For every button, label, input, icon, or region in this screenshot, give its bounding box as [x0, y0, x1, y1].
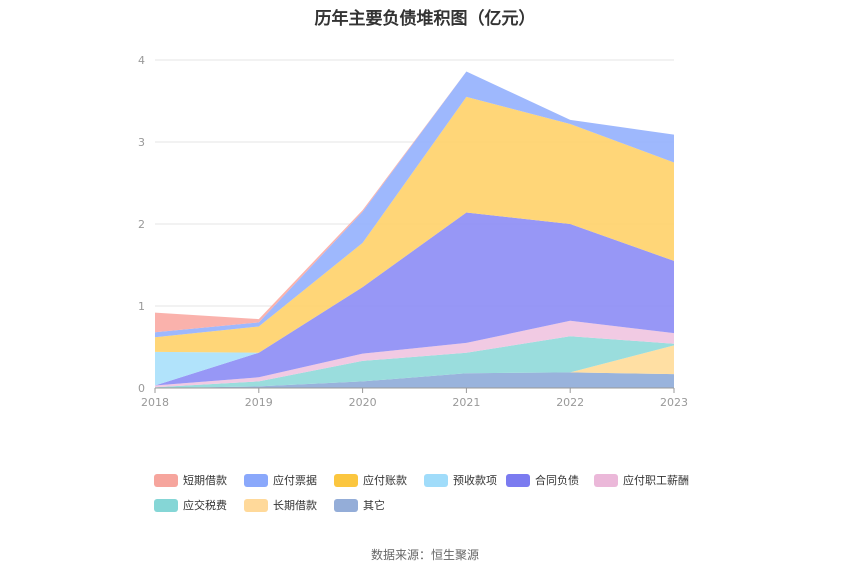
area-其它[interactable]: [155, 372, 674, 388]
legend-label: 短期借款: [183, 474, 227, 487]
y-tick-label: 2: [138, 218, 145, 231]
legend-item[interactable]: 长期借款: [244, 498, 317, 512]
y-tick-label: 4: [138, 54, 145, 67]
legend-swatch: [154, 473, 178, 487]
x-tick-label: 2020: [349, 396, 377, 409]
x-tick-label: 2018: [141, 396, 169, 409]
x-tick-label: 2023: [660, 396, 688, 409]
legend-swatch: [506, 473, 530, 487]
legend-swatch: [334, 473, 358, 487]
legend-item[interactable]: 其它: [334, 498, 385, 512]
area-应付账款[interactable]: [155, 96, 674, 353]
legend-item[interactable]: 应付账款: [334, 473, 407, 487]
y-tick-label: 0: [138, 382, 145, 395]
legend-item[interactable]: 预收款项: [424, 473, 497, 487]
x-tick-label: 2022: [556, 396, 584, 409]
x-tick-label: 2021: [452, 396, 480, 409]
legend-label: 预收款项: [453, 474, 497, 487]
legend-label: 其它: [363, 499, 385, 512]
area-应付职工薪酬[interactable]: [155, 320, 674, 388]
area-series: [155, 71, 674, 388]
area-预收款项[interactable]: [155, 212, 674, 386]
legend-item[interactable]: 应交税费: [154, 498, 227, 512]
legend-label: 合同负债: [535, 474, 579, 487]
legend-item[interactable]: 合同负债: [506, 473, 579, 487]
area-合同负债[interactable]: [155, 212, 674, 386]
legend-label: 应交税费: [183, 499, 227, 512]
legend-label: 长期借款: [273, 499, 317, 512]
legend-item[interactable]: 短期借款: [154, 473, 227, 487]
legend-item[interactable]: 应付职工薪酬: [594, 473, 689, 487]
legend-label: 应付职工薪酬: [623, 474, 689, 487]
y-tick-label: 3: [138, 136, 145, 149]
axes: 0 1 2 3 4 2018 2019 2020 2021 2022 2023: [138, 54, 688, 409]
chart-title: 历年主要负债堆积图（亿元）: [314, 9, 536, 29]
legend-label: 应付账款: [363, 474, 407, 487]
legend-swatch: [244, 498, 268, 512]
area-应交税费[interactable]: [155, 336, 674, 388]
legend-swatch: [244, 473, 268, 487]
legend-label: 应付票据: [273, 474, 317, 487]
y-tick-label: 1: [138, 300, 145, 313]
legend-swatch: [154, 498, 178, 512]
legend-swatch: [334, 498, 358, 512]
legend-item[interactable]: 应付票据: [244, 473, 317, 487]
legend-swatch: [594, 473, 618, 487]
data-source: 数据来源：恒生聚源: [370, 548, 479, 562]
x-tick-label: 2019: [245, 396, 273, 409]
legend-swatch: [424, 473, 448, 487]
